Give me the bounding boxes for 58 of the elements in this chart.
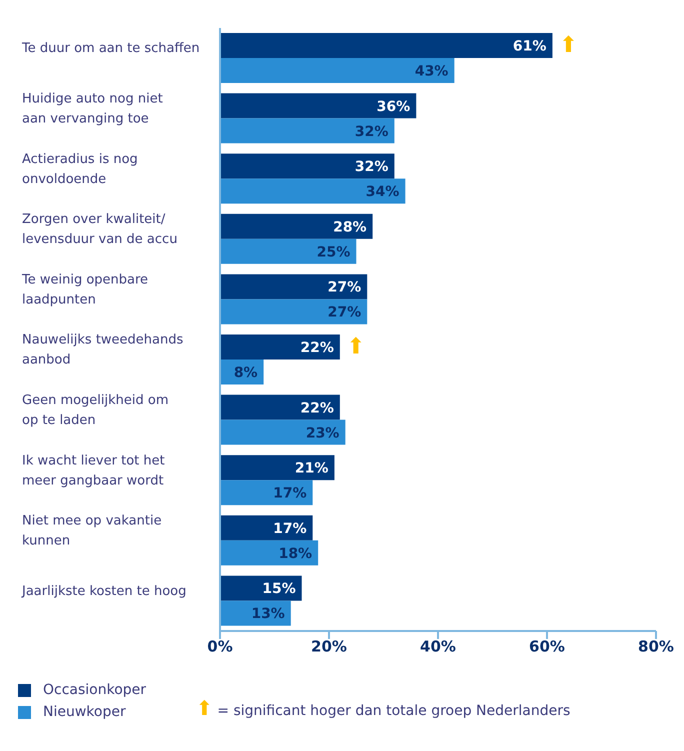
x-tick-label: 60% (529, 638, 565, 656)
data-label: 22% (300, 340, 334, 356)
text: ⬆ = significant hoger dan totale groep Nederlanders (196, 696, 570, 720)
data-label: 13% (251, 606, 285, 622)
y-tick-label: Te duur om aan te schaffen (21, 41, 200, 56)
data-label: 22% (300, 400, 334, 416)
data-label: 32% (354, 159, 388, 176)
bar (220, 154, 394, 179)
bar (220, 178, 406, 204)
y-tick-label: Niet mee op vakantie kunnen (22, 514, 162, 549)
data-label: 23% (306, 425, 340, 442)
bar (220, 118, 394, 144)
data-label: 61% (512, 38, 546, 54)
y-tick-label: Jaarlijkste kosten te hoog (21, 584, 186, 599)
bar (220, 576, 302, 601)
annotation: ⬆ (559, 33, 578, 58)
x-tick-label: 0% (207, 638, 233, 656)
legend-label: Occasionkoper (42, 682, 146, 698)
y-tick-label: Huidige auto nog niet aan vervanging toe (22, 91, 163, 126)
data-label: 17% (273, 486, 307, 502)
data-label: 36% (376, 98, 410, 115)
y-tick-label: Ik wacht liever tot het meer gangbaar wordt (22, 453, 165, 488)
data-label: 34% (366, 184, 400, 200)
x-tick-label: 80% (638, 638, 674, 656)
data-label: 21% (294, 460, 328, 477)
bar (220, 274, 368, 300)
y-tick-label: Geen mogelijkheid om op te laden (22, 392, 169, 428)
data-label: 32% (354, 124, 388, 140)
bar (220, 299, 368, 324)
x-tick-label: 40% (420, 638, 456, 656)
data-label: 17% (273, 520, 307, 537)
bar (220, 420, 346, 445)
x-tick-label: 20% (311, 638, 347, 656)
bar (220, 455, 334, 480)
annotation: ⬆ (346, 334, 366, 360)
data-label: 43% (414, 64, 448, 80)
bar (220, 238, 356, 264)
y-tick-label: Actieradius is nog onvoldoende (22, 152, 138, 187)
bar (220, 540, 318, 566)
legend-label: Nieuwkoper (42, 704, 127, 720)
bar (220, 93, 416, 118)
bar (220, 334, 340, 360)
y-tick-label: Nauwelijks tweedehands aanbod (22, 332, 184, 368)
bar (220, 480, 313, 506)
data-label: 27% (328, 304, 362, 321)
data-label: 27% (328, 280, 362, 296)
bar (220, 214, 373, 239)
data-label: 15% (262, 581, 296, 598)
bar (220, 33, 552, 58)
y-tick-label: Te weinig openbare laadpunten (21, 272, 148, 308)
bar (220, 58, 454, 83)
y-tick-label: Zorgen over kwaliteit/ levensduur van de accu (22, 212, 178, 248)
data-label: 8% (234, 365, 258, 381)
bar (220, 515, 313, 540)
bar (220, 394, 340, 420)
data-label: 28% (333, 219, 367, 236)
data-label: 18% (278, 546, 312, 562)
data-label: 25% (316, 244, 350, 260)
